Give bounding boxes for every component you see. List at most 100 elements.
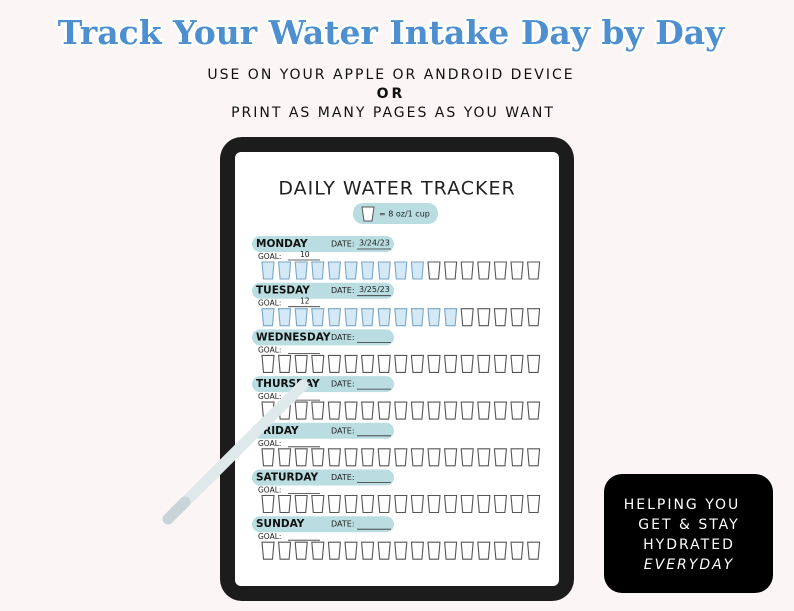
date-label: DATE:: [331, 520, 355, 529]
cup-empty: [311, 354, 325, 373]
cup-empty: [477, 354, 491, 373]
cup-empty: [427, 541, 441, 560]
goal-value: 12: [300, 297, 310, 306]
cup-empty: [277, 354, 292, 373]
cup-filled: [277, 308, 292, 327]
cup-empty: [460, 448, 474, 467]
cup-empty: [360, 354, 375, 373]
cup-filled: [427, 308, 441, 327]
subtitle-line: PRINT AS MANY PAGES AS YOU WANT: [231, 105, 555, 121]
day-name: TUESDAY: [256, 285, 310, 297]
goal-label: GOAL:: [258, 299, 281, 308]
cup-empty: [344, 401, 358, 420]
cup-empty: [427, 261, 441, 280]
cup-empty: [327, 401, 342, 420]
date-label: DATE:: [331, 240, 355, 249]
cup-empty: [460, 541, 474, 560]
badge-line: HELPING YOU: [624, 497, 741, 513]
subtitle-line: USE ON YOUR APPLE OR ANDROID DEVICE: [207, 67, 574, 83]
cup-filled: [294, 308, 308, 327]
cup-empty: [360, 541, 375, 560]
cup-empty: [493, 541, 508, 560]
day-band: [252, 376, 394, 393]
cup-empty: [526, 308, 541, 327]
legend-cup: [361, 206, 375, 222]
cup-empty: [443, 261, 458, 280]
day-name: SUNDAY: [256, 518, 305, 530]
cup-empty: [311, 494, 325, 514]
cup-filled: [410, 261, 425, 280]
cup-empty: [493, 261, 508, 280]
cup-empty: [493, 308, 508, 327]
cup-empty: [360, 494, 375, 514]
cup-empty: [277, 448, 292, 467]
cup-empty: [344, 448, 358, 467]
cup-empty: [277, 541, 292, 560]
cup-empty: [294, 401, 308, 420]
cup-empty: [261, 448, 275, 467]
cup-filled: [294, 261, 308, 280]
cup-filled: [394, 261, 408, 280]
day-band: [252, 422, 394, 439]
day-band: [252, 236, 394, 252]
cup-empty: [510, 354, 524, 373]
cup-empty: [394, 494, 408, 514]
day-band: [252, 282, 394, 299]
cup-empty: [493, 494, 508, 514]
cup-empty: [526, 541, 541, 560]
cup-filled: [410, 308, 425, 327]
cup-empty: [327, 494, 342, 514]
cup-empty: [510, 308, 524, 327]
cup-empty: [460, 494, 474, 514]
date-label: DATE:: [331, 380, 355, 389]
goal-label: GOAL:: [258, 486, 281, 495]
cup-empty: [460, 354, 474, 373]
cup-empty: [493, 354, 508, 373]
cup-empty: [477, 448, 491, 467]
goal-label: GOAL:: [258, 345, 281, 354]
cup-empty: [344, 354, 358, 373]
cup-filled: [360, 261, 375, 280]
cup-empty: [360, 401, 375, 420]
cup-empty: [377, 541, 391, 560]
cup-filled: [344, 308, 358, 327]
cup-empty: [344, 541, 358, 560]
cup-empty: [394, 354, 408, 373]
cup-filled: [327, 261, 342, 280]
cup-filled: [311, 261, 325, 280]
cup-empty: [311, 541, 325, 560]
cup-empty: [294, 541, 308, 560]
cup-empty: [410, 541, 425, 560]
cup-empty: [294, 494, 308, 514]
cup-empty: [510, 261, 524, 280]
goal-label: GOAL:: [258, 392, 281, 401]
cup-empty: [427, 354, 441, 373]
cup-empty: [261, 354, 275, 373]
cup-empty: [427, 401, 441, 420]
goal-label: GOAL:: [258, 439, 281, 448]
cup-empty: [443, 494, 458, 514]
cup-empty: [294, 448, 308, 467]
cup-filled: [261, 261, 275, 280]
goal-value: 10: [300, 250, 310, 259]
cup-empty: [510, 448, 524, 467]
cup-empty: [510, 494, 524, 514]
cup-empty: [377, 494, 391, 514]
cup-empty: [526, 401, 541, 420]
cup-empty: [261, 494, 275, 514]
cup-empty: [460, 261, 474, 280]
cup-filled: [311, 308, 325, 327]
day-name: WEDNESDAY: [256, 331, 331, 343]
stylus: [162, 379, 309, 525]
cup-filled: [394, 308, 408, 327]
cup-empty: [477, 308, 491, 327]
cup-filled: [377, 261, 391, 280]
day-rows: MONDAY DATE: 3/24/23 GOAL: 10 TUESDAY DATE: 3/2…: [252, 236, 541, 560]
cup-empty: [443, 401, 458, 420]
cup-empty: [394, 541, 408, 560]
cup-empty: [261, 541, 275, 560]
date-value: 3/24/23: [359, 239, 390, 248]
cup-empty: [493, 401, 508, 420]
cup-filled: [327, 308, 342, 327]
